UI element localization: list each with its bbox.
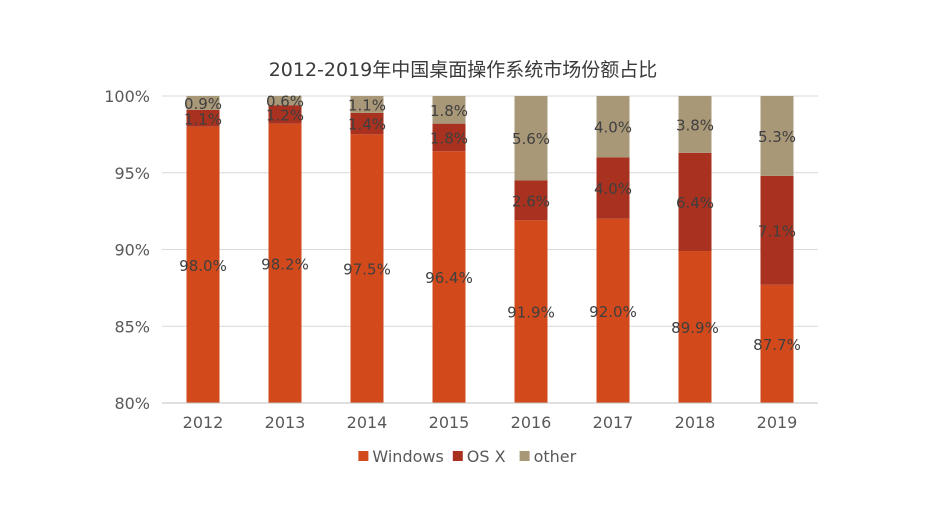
x-tick-label: 2018	[675, 413, 716, 432]
bar-segment	[268, 105, 302, 124]
bar-segment	[268, 123, 302, 403]
legend-label: other	[534, 447, 577, 466]
bar-segment	[514, 220, 548, 403]
data-label: 1.2%	[266, 106, 304, 124]
data-label: 1.1%	[348, 96, 386, 114]
data-label: 6.4%	[676, 194, 714, 212]
data-label: 3.8%	[676, 116, 714, 134]
data-label: 4.0%	[594, 180, 632, 198]
bar-segment	[678, 152, 712, 252]
bar-segment	[514, 96, 548, 181]
bar-segment	[350, 96, 384, 113]
x-tick-label: 2014	[347, 413, 388, 432]
bar-segment	[350, 134, 384, 403]
data-label: 0.9%	[184, 95, 222, 113]
data-label: 0.6%	[266, 93, 304, 111]
grid	[162, 95, 818, 404]
data-label: 1.8%	[430, 102, 468, 120]
bar-segment	[596, 157, 630, 219]
legend-swatch	[519, 451, 530, 461]
bar-segment	[596, 218, 630, 403]
bar-segment	[514, 180, 548, 221]
data-label: 1.4%	[348, 116, 386, 134]
data-label: 98.2%	[261, 255, 309, 273]
data-label: 89.9%	[671, 319, 719, 337]
x-tick-label: 2015	[429, 413, 470, 432]
data-label: 2.6%	[512, 192, 550, 210]
x-tick-label: 2017	[593, 413, 634, 432]
bar-segment	[760, 96, 794, 176]
chart-title: 2012-2019年中国桌面操作系统市场份额占比	[269, 59, 658, 81]
legend-swatch	[358, 451, 369, 461]
bar-segment	[186, 96, 220, 110]
x-tick-label: 2016	[511, 413, 552, 432]
bar-segment	[432, 151, 466, 403]
legend-label: OS X	[467, 447, 506, 466]
y-tick-label: 90%	[114, 241, 150, 260]
data-labels: 98.0%1.1%0.9%98.2%1.2%0.6%97.5%1.4%1.1%9…	[179, 93, 801, 354]
axes: 80% 85% 90% 95% 100% 2012 2013 2014 2015 2016 2017…	[104, 87, 818, 432]
legend-label: Windows	[372, 447, 443, 466]
data-label: 98.0%	[179, 257, 227, 275]
bar-segment	[186, 126, 220, 403]
legend: Windows OS X other	[358, 447, 577, 466]
data-label: 97.5%	[343, 261, 391, 279]
data-label: 96.4%	[425, 269, 473, 287]
bar-segment	[760, 175, 794, 285]
bar-segment	[268, 96, 302, 106]
y-tick-label: 95%	[114, 164, 150, 183]
data-label: 87.7%	[753, 336, 801, 354]
data-label: 1.8%	[430, 129, 468, 147]
data-label: 5.6%	[512, 130, 550, 148]
bar-segment	[432, 96, 466, 124]
x-tick-label: 2012	[183, 413, 224, 432]
y-tick-label: 80%	[114, 394, 150, 413]
x-tick-label: 2019	[757, 413, 798, 432]
data-label: 7.1%	[758, 222, 796, 240]
bar-segment	[678, 251, 712, 403]
bar-segment	[596, 96, 630, 158]
bar-segment	[350, 112, 384, 135]
bar-segment	[432, 123, 466, 152]
bar-segment	[760, 284, 794, 403]
y-tick-label: 85%	[114, 317, 150, 336]
data-label: 4.0%	[594, 119, 632, 137]
legend-swatch	[452, 451, 463, 461]
data-label: 5.3%	[758, 128, 796, 146]
x-tick-label: 2013	[265, 413, 306, 432]
bar-segment	[186, 109, 220, 127]
y-tick-label: 100%	[104, 87, 150, 106]
bars	[186, 96, 794, 403]
data-label: 1.1%	[184, 110, 222, 128]
bar-segment	[678, 96, 712, 153]
data-label: 91.9%	[507, 304, 555, 322]
data-label: 92.0%	[589, 303, 637, 321]
